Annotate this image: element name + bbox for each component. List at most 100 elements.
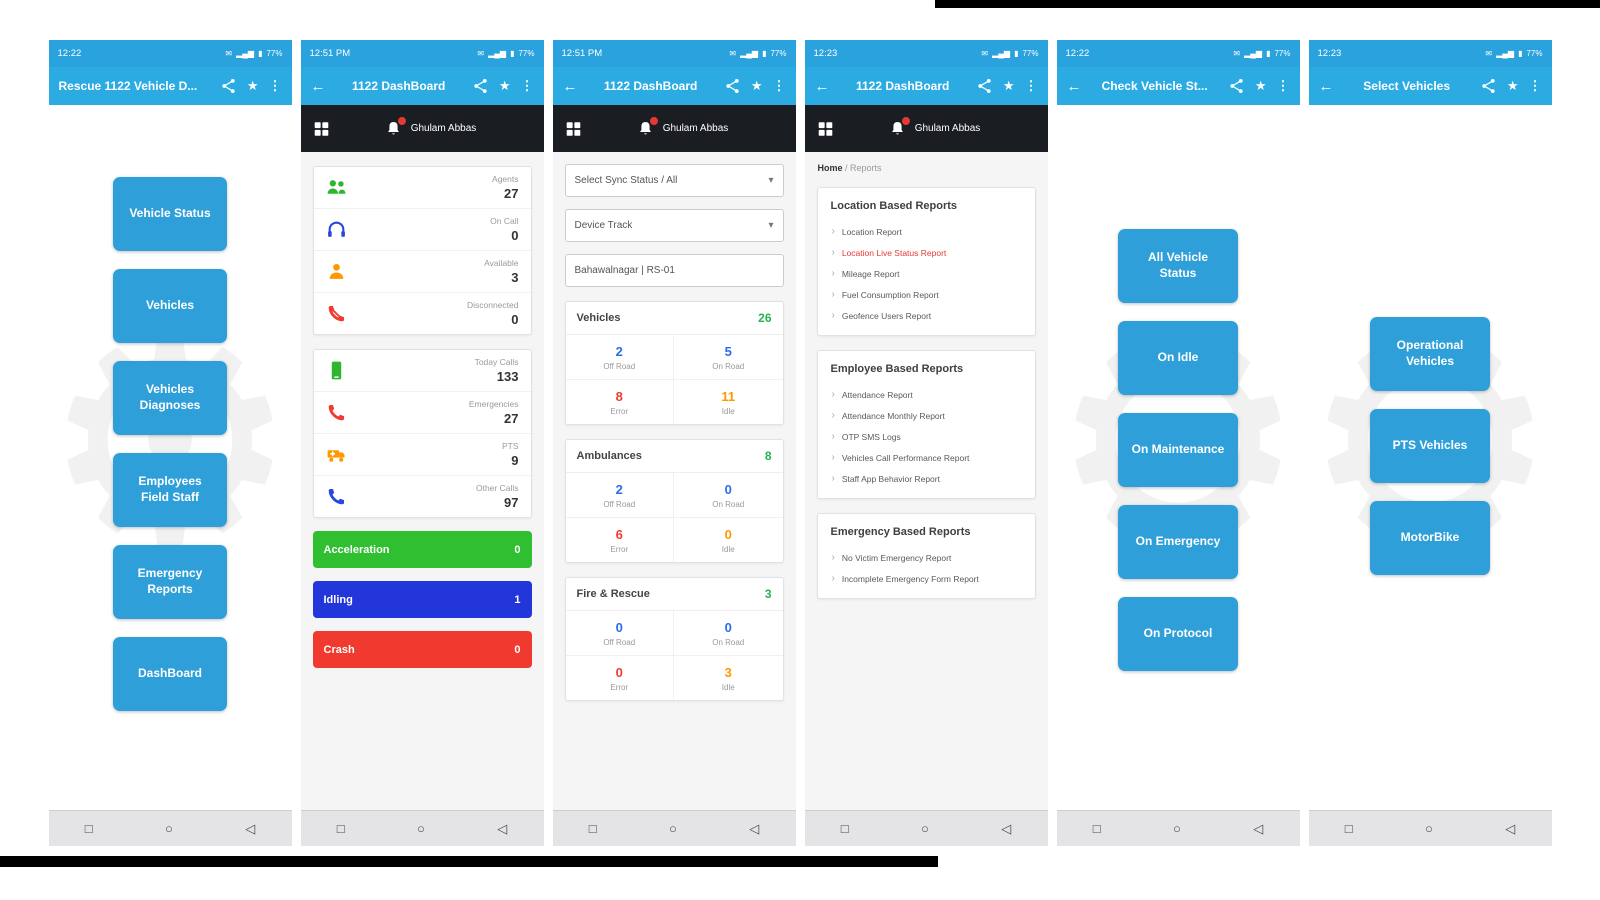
status-icons: ✉ ▂▄▆ ▮ 77% xyxy=(981,49,1038,58)
sync-status-select[interactable]: Select Sync Status / All ▾ xyxy=(564,164,784,197)
back-arrow-icon[interactable]: ← xyxy=(562,77,578,95)
idle-cell[interactable]: 3 Idle xyxy=(674,656,783,700)
on-idle-button[interactable]: On Idle xyxy=(1118,321,1238,395)
operational-vehicles-button[interactable]: Operational Vehicles xyxy=(1370,317,1490,391)
report-label: No Victim Emergency Report xyxy=(841,552,952,563)
report-link[interactable]: › Location Live Status Report xyxy=(818,242,1035,263)
crash-bar[interactable]: Crash 0 xyxy=(312,631,532,668)
home-button[interactable]: ○ xyxy=(1172,821,1181,836)
vehicles-button[interactable]: Vehicles xyxy=(113,269,227,343)
star-icon[interactable]: ★ xyxy=(1254,78,1267,93)
on-emergency-button[interactable]: On Emergency xyxy=(1118,505,1238,579)
phone-panel-reports: 12:23 ✉ ▂▄▆ ▮ 77% ← 1122 DashBoard ★ ⋮ xyxy=(804,40,1048,846)
report-label: Location Report xyxy=(841,226,902,237)
share-icon[interactable] xyxy=(1228,77,1245,95)
star-icon[interactable]: ★ xyxy=(1506,78,1519,93)
report-link[interactable]: › Geofence Users Report xyxy=(818,305,1035,326)
back-button[interactable]: ◁ xyxy=(497,820,508,836)
report-link[interactable]: › Attendance Report xyxy=(818,384,1035,405)
overflow-menu-icon[interactable]: ⋮ xyxy=(520,78,534,93)
recents-button[interactable]: □ xyxy=(84,821,93,836)
breadcrumb-home[interactable]: Home xyxy=(817,163,843,173)
star-icon[interactable]: ★ xyxy=(498,78,511,93)
back-button[interactable]: ◁ xyxy=(749,820,760,836)
idle-cell[interactable]: 11 Idle xyxy=(674,380,783,424)
back-button[interactable]: ◁ xyxy=(1505,820,1516,836)
error-cell[interactable]: 8 Error xyxy=(566,380,674,424)
overflow-menu-icon[interactable]: ⋮ xyxy=(1528,78,1542,93)
report-link[interactable]: › No Victim Emergency Report xyxy=(818,547,1035,568)
overflow-menu-icon[interactable]: ⋮ xyxy=(1276,78,1290,93)
bar-value: 1 xyxy=(514,593,521,606)
report-link[interactable]: › Attendance Monthly Report xyxy=(818,405,1035,426)
notification-bell-icon[interactable] xyxy=(889,116,910,138)
overflow-menu-icon[interactable]: ⋮ xyxy=(772,78,786,93)
error-cell[interactable]: 0 Error xyxy=(566,656,674,700)
dashboard-grid-icon[interactable] xyxy=(565,120,582,138)
report-link[interactable]: › Staff App Behavior Report xyxy=(818,468,1035,489)
on-maintenance-button[interactable]: On Maintenance xyxy=(1118,413,1238,487)
notification-bell-icon[interactable] xyxy=(637,116,658,138)
star-icon[interactable]: ★ xyxy=(1002,78,1015,93)
stat-row: PTS 9 xyxy=(313,434,531,476)
report-link[interactable]: › Vehicles Call Performance Report xyxy=(818,447,1035,468)
on-road-cell[interactable]: 5 On Road xyxy=(674,335,783,380)
back-arrow-icon[interactable]: ← xyxy=(1066,77,1082,95)
idling-bar[interactable]: Idling 1 xyxy=(312,581,532,618)
back-button[interactable]: ◁ xyxy=(245,820,256,836)
recents-button[interactable]: □ xyxy=(588,821,597,836)
back-arrow-icon[interactable]: ← xyxy=(814,77,830,95)
home-button[interactable]: ○ xyxy=(668,821,677,836)
report-link[interactable]: › Location Report xyxy=(818,221,1035,242)
on-protocol-button[interactable]: On Protocol xyxy=(1118,597,1238,671)
device-track-select[interactable]: Device Track ▾ xyxy=(564,209,784,242)
share-icon[interactable] xyxy=(220,77,237,95)
recents-button[interactable]: □ xyxy=(1092,821,1101,836)
station-input[interactable]: Bahawalnagar | RS-01 xyxy=(564,254,784,287)
recents-button[interactable]: □ xyxy=(1344,821,1353,836)
notification-bell-icon[interactable] xyxy=(385,116,406,138)
acceleration-bar[interactable]: Acceleration 0 xyxy=(312,531,532,568)
report-link[interactable]: › Mileage Report xyxy=(818,263,1035,284)
home-button[interactable]: ○ xyxy=(164,821,173,836)
home-button[interactable]: ○ xyxy=(1424,821,1433,836)
recents-button[interactable]: □ xyxy=(840,821,849,836)
off-road-cell[interactable]: 2 Off Road xyxy=(565,335,674,380)
home-button[interactable]: ○ xyxy=(416,821,425,836)
share-icon[interactable] xyxy=(472,77,489,95)
all-vehicle-status-button[interactable]: All Vehicle Status xyxy=(1118,229,1238,303)
report-link[interactable]: › OTP SMS Logs xyxy=(818,426,1035,447)
home-button[interactable]: ○ xyxy=(920,821,929,836)
dashboard-grid-icon[interactable] xyxy=(313,120,330,138)
off-road-cell[interactable]: 0 Off Road xyxy=(565,611,674,656)
report-link[interactable]: › Incomplete Emergency Form Report xyxy=(818,568,1035,589)
dashboard-button[interactable]: DashBoard xyxy=(113,637,227,711)
emergency-reports-button[interactable]: Emergency Reports xyxy=(113,545,227,619)
vehicles-diagnoses-button[interactable]: Vehicles Diagnoses xyxy=(113,361,227,435)
back-button[interactable]: ◁ xyxy=(1253,820,1264,836)
idle-cell[interactable]: 0 Idle xyxy=(674,518,783,562)
employees-field-staff-button[interactable]: Employees Field Staff xyxy=(113,453,227,527)
android-nav-bar: □ ○ ◁ xyxy=(1308,810,1552,846)
overflow-menu-icon[interactable]: ⋮ xyxy=(1024,78,1038,93)
star-icon[interactable]: ★ xyxy=(750,78,763,93)
off-road-cell[interactable]: 2 Off Road xyxy=(565,473,674,518)
share-icon[interactable] xyxy=(976,77,993,95)
motorbike-button[interactable]: MotorBike xyxy=(1370,501,1490,575)
back-arrow-icon[interactable]: ← xyxy=(1318,77,1334,95)
back-arrow-icon[interactable]: ← xyxy=(310,77,326,95)
recents-button[interactable]: □ xyxy=(336,821,345,836)
on-road-cell[interactable]: 0 On Road xyxy=(674,473,783,518)
dashboard-grid-icon[interactable] xyxy=(817,120,834,138)
vehicle-status-button[interactable]: Vehicle Status xyxy=(113,177,227,251)
chevron-right-icon: › xyxy=(831,247,835,258)
share-icon[interactable] xyxy=(724,77,741,95)
error-cell[interactable]: 6 Error xyxy=(566,518,674,562)
report-link[interactable]: › Fuel Consumption Report xyxy=(818,284,1035,305)
pts-vehicles-button[interactable]: PTS Vehicles xyxy=(1370,409,1490,483)
on-road-cell[interactable]: 0 On Road xyxy=(674,611,783,656)
share-icon[interactable] xyxy=(1480,77,1497,95)
overflow-menu-icon[interactable]: ⋮ xyxy=(268,78,282,93)
star-icon[interactable]: ★ xyxy=(246,78,259,93)
back-button[interactable]: ◁ xyxy=(1001,820,1012,836)
